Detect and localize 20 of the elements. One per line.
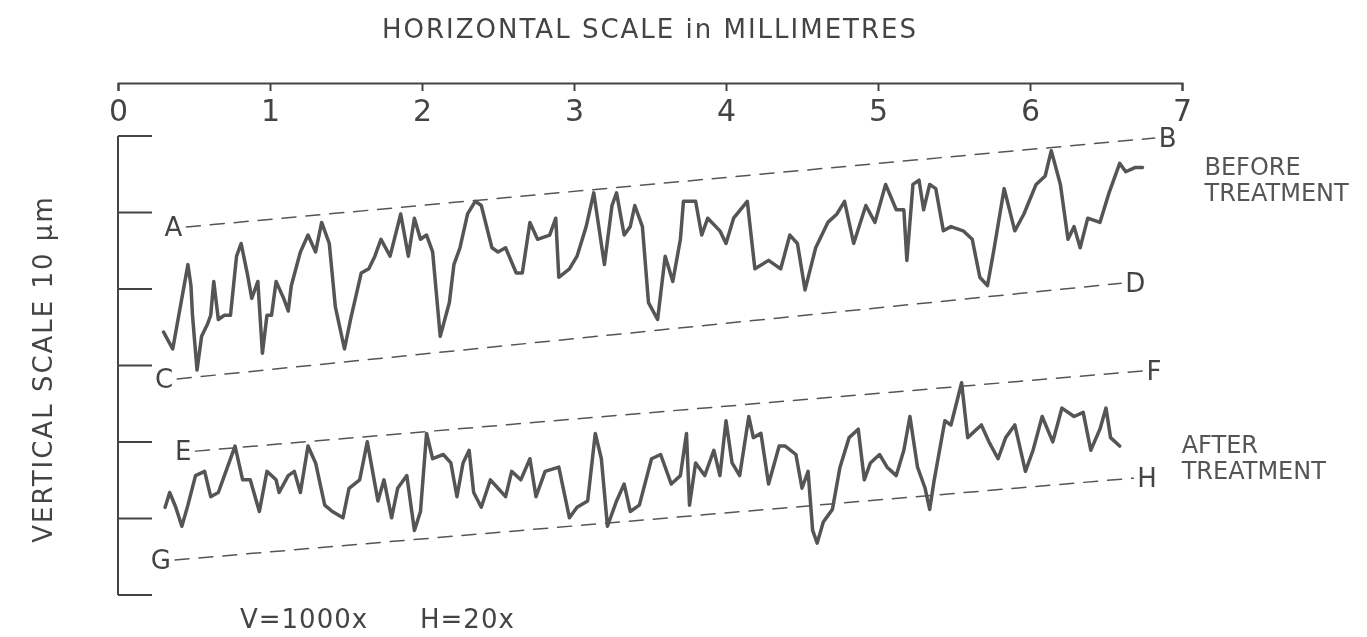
x-tick-label: 1 — [260, 93, 281, 128]
y-axis-title: VERTICAL SCALE 10 µm — [28, 195, 58, 543]
annotation: A — [164, 212, 183, 243]
x-tick-label: 2 — [412, 93, 433, 128]
annotation: E — [175, 436, 192, 467]
annotation: C — [155, 363, 174, 394]
annotation: G — [150, 545, 171, 575]
annotation: F — [1146, 355, 1162, 386]
text: V=1000x — [240, 604, 369, 634]
x-tick-label: 5 — [868, 93, 889, 128]
text: AFTER TREATMENT — [1180, 431, 1327, 486]
x-axis-title: HORIZONTAL SCALE in MILLIMETRES — [382, 14, 918, 44]
text: H=20x — [420, 604, 515, 634]
annotation: D — [1125, 268, 1146, 299]
x-tick-label: 0 — [108, 93, 129, 128]
x-tick-label: 4 — [716, 93, 737, 128]
x-tick-label: 3 — [564, 93, 585, 128]
annotation: H — [1137, 463, 1157, 494]
text: BEFORE TREATMENT — [1203, 152, 1350, 207]
x-tick-label: 6 — [1020, 93, 1041, 128]
